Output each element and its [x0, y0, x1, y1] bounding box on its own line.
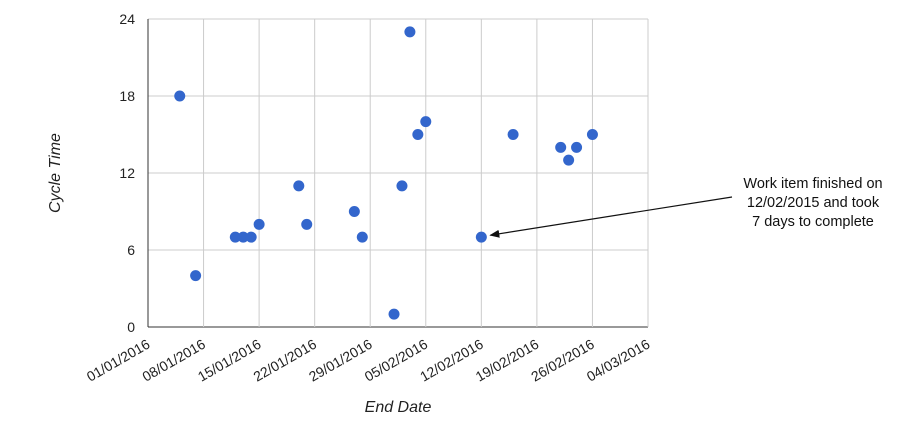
data-point: [237, 231, 249, 243]
data-point: [229, 231, 241, 243]
x-axis-title: End Date: [365, 399, 432, 416]
annotation-line-3: 7 days to complete: [752, 214, 874, 230]
annotation-line-2: 12/02/2015 and took: [747, 195, 880, 211]
data-point: [245, 231, 257, 243]
data-point: [190, 270, 202, 282]
x-tick-label: 04/03/2016: [584, 336, 653, 385]
data-point: [412, 129, 424, 140]
y-tick-label: 6: [127, 242, 135, 258]
y-tick-labels: 0 6 12 18 24: [119, 11, 135, 335]
data-points: [174, 26, 598, 320]
data-point: [253, 218, 265, 230]
y-tick-label: 18: [119, 88, 135, 104]
data-point: [571, 141, 583, 153]
y-tick-label: 0: [127, 319, 135, 335]
annotation-line-1: Work item finished on: [743, 176, 882, 192]
data-point: [174, 90, 186, 102]
y-tick-label: 24: [119, 11, 135, 27]
data-point: [475, 231, 487, 243]
data-point: [555, 141, 567, 153]
data-point: [404, 26, 416, 38]
annotation: Work item finished on 12/02/2015 and too…: [489, 176, 883, 238]
data-point: [293, 180, 305, 192]
data-point: [356, 231, 368, 243]
x-tick-labels: 01/01/201608/01/201615/01/201622/01/2016…: [84, 336, 653, 385]
data-point: [420, 116, 432, 128]
data-point: [586, 129, 598, 140]
annotation-arrow: [489, 196, 733, 238]
y-tick-label: 12: [119, 165, 135, 181]
data-point: [348, 206, 360, 217]
data-point: [396, 180, 408, 192]
data-point: [301, 218, 313, 230]
gridlines: [147, 18, 649, 328]
data-point: [507, 129, 519, 140]
data-point: [388, 308, 400, 320]
y-axis-title: Cycle Time: [47, 133, 64, 213]
data-point: [563, 154, 575, 166]
